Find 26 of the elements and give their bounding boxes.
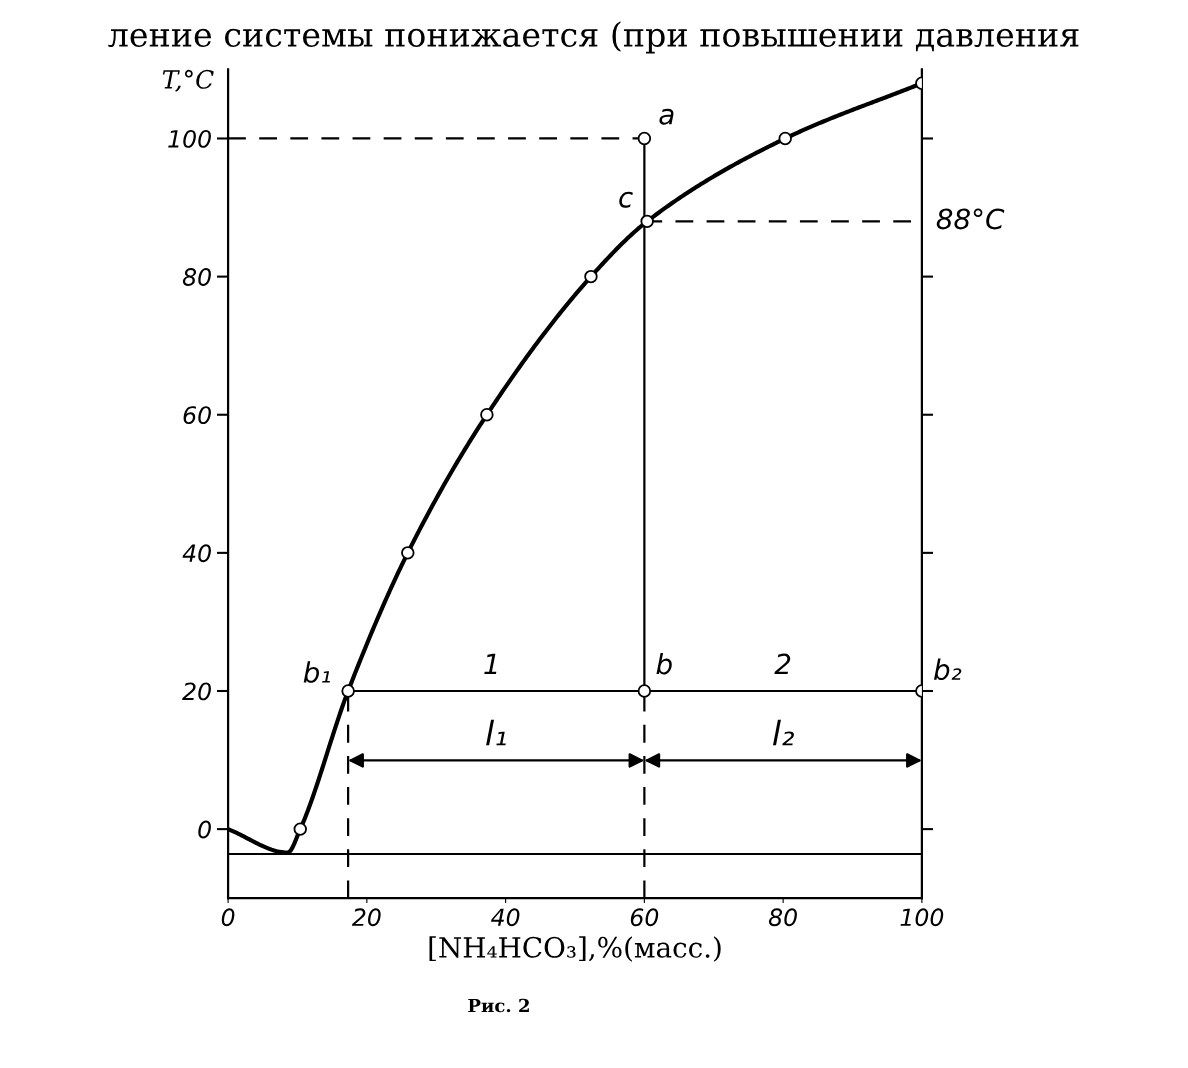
annotation: a xyxy=(659,108,674,125)
annotation: 88°C xyxy=(936,208,1005,230)
y-axis-title: T,°C xyxy=(162,69,214,92)
y-tick-label: 80 xyxy=(182,268,211,286)
annotation: b₂ xyxy=(934,658,962,681)
x-tick-label: 100 xyxy=(900,908,944,927)
annotation: 1 xyxy=(484,653,497,675)
x-tick-label: 40 xyxy=(491,908,520,927)
x-tick-label: 80 xyxy=(768,908,797,927)
y-tick-label: 100 xyxy=(168,129,211,148)
annotation: c xyxy=(619,191,633,208)
annotation: b₁ xyxy=(303,661,330,683)
y-tick-label: 40 xyxy=(182,544,211,563)
y-tick-label: 0 xyxy=(198,820,211,839)
annotation: l₂ xyxy=(772,719,794,746)
text: ление системы понижается (при повышении давления xyxy=(108,21,1079,54)
annotation: 2 xyxy=(774,653,791,675)
x-axis-title: [NH₄HCO₃],%(масс.) xyxy=(429,936,721,962)
x-tick-label: 20 xyxy=(351,908,381,927)
annotation: l₁ xyxy=(486,719,506,746)
y-tick-label: 60 xyxy=(183,406,211,425)
x-tick-label: 60 xyxy=(630,908,659,927)
annotation: b xyxy=(656,653,672,675)
text: Рис. 2 xyxy=(468,998,529,1013)
y-tick-label: 20 xyxy=(182,682,211,701)
x-tick-label: 0 xyxy=(221,908,235,927)
